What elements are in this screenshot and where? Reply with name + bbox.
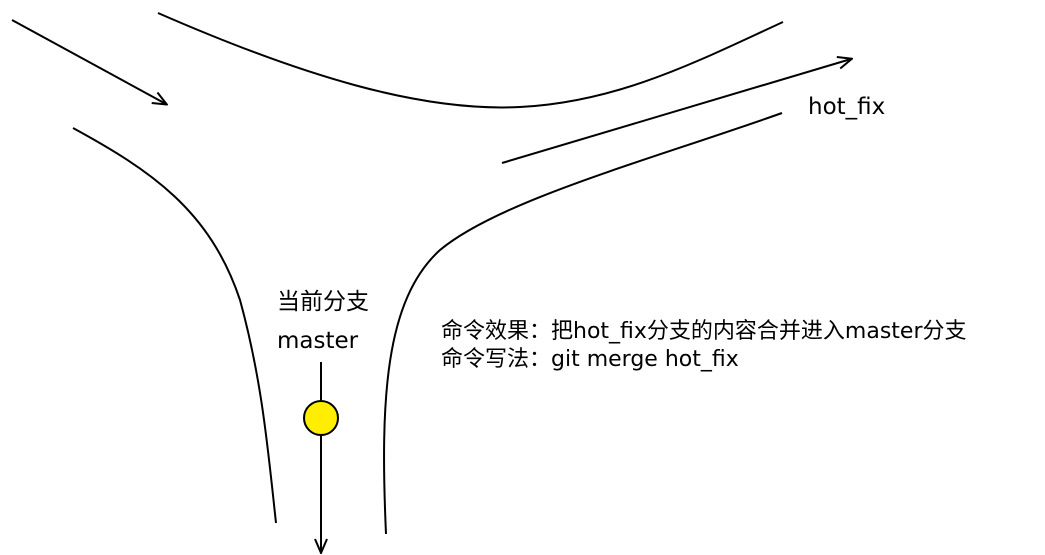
- road-edge-left: [72, 127, 277, 524]
- current-branch-name: master: [277, 328, 359, 354]
- hot-fix-branch-label: hot_fix: [808, 94, 886, 120]
- road-edge-right: [383, 112, 783, 535]
- command-effect-text: 命令效果：把hot_fix分支的内容合并进入master分支: [441, 319, 967, 344]
- incoming-flow-arrow: [11, 19, 166, 104]
- hot-fix-branch-arrow: [501, 59, 851, 164]
- command-syntax-text: 命令写法：git merge hot_fix: [441, 347, 739, 372]
- current-branch-caption: 当前分支: [277, 289, 369, 315]
- road-edge-top: [157, 12, 784, 109]
- current-commit-marker: [303, 400, 339, 436]
